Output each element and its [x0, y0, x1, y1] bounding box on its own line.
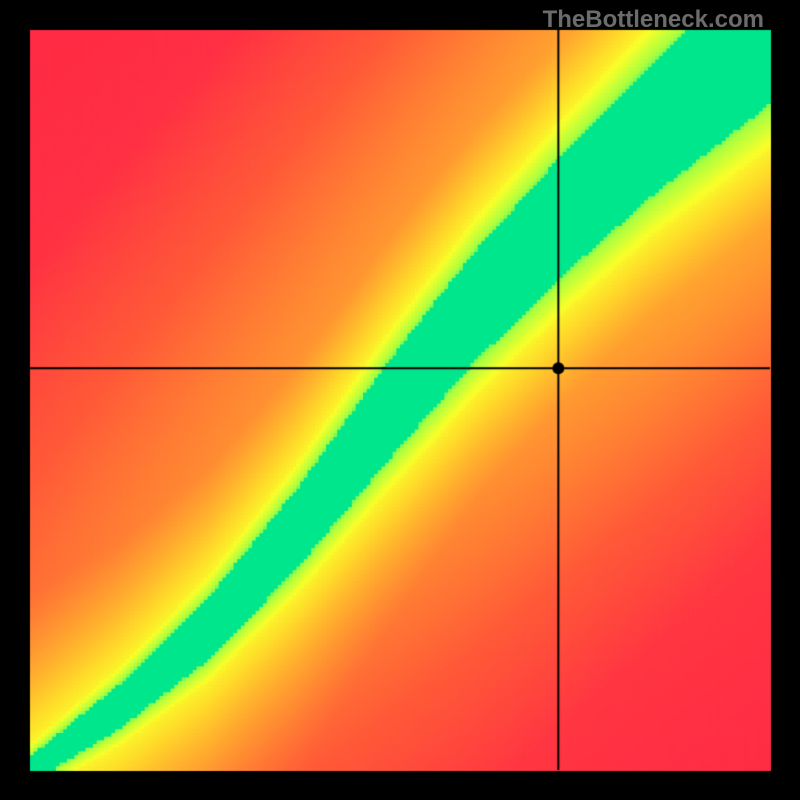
chart-container: TheBottleneck.com [0, 0, 800, 800]
bottleneck-heatmap-canvas [0, 0, 800, 800]
